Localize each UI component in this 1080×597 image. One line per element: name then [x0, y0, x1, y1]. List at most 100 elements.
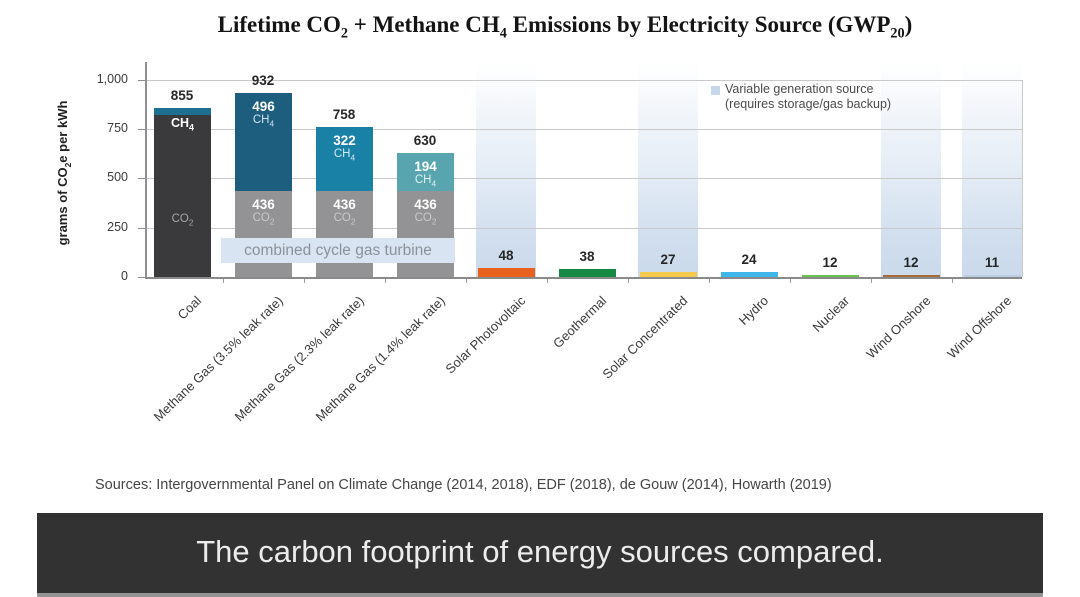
- legend-line-1: Variable generation source: [725, 82, 874, 96]
- x-tick: [465, 277, 467, 283]
- y-axis-title-sub: 2: [62, 162, 73, 168]
- x-label-methane-gas-2-3-leak-rate: Methane Gas (2.3% leak rate): [231, 293, 367, 425]
- bar-segment-coal-co2: [153, 115, 211, 277]
- total-label-geothermal: 38: [579, 249, 595, 265]
- x-tick: [222, 277, 224, 283]
- segment-label-methane-gas-2-3-leak-rate-co2: CO2: [333, 211, 356, 227]
- segment-label-methane-gas-1-4-leak-rate-co2: CO2: [414, 211, 437, 227]
- bar-wind-offshore: [963, 274, 1021, 277]
- total-label-methane-gas-3-5-leak-rate: 932: [251, 72, 275, 88]
- y-tick-label-1000: 1,000: [96, 71, 128, 86]
- legend-text: Variable generation source (requires sto…: [725, 82, 891, 112]
- bar-segment-methane-gas-3-5-leak-rate-ch4: [234, 92, 292, 191]
- caption-bottom-strip: [37, 593, 1043, 597]
- total-label-coal: 855: [170, 88, 194, 104]
- x-label-wind-offshore: Wind Offshore: [944, 293, 1015, 362]
- bar-nuclear: [801, 274, 859, 277]
- x-label-hydro: Hydro: [736, 293, 772, 328]
- segment-label-methane-gas-3-5-leak-rate-ch4: CH4: [252, 113, 275, 129]
- x-tick: [951, 277, 953, 283]
- variable-band-swatch-icon: [711, 86, 720, 95]
- chart-title-text: Emissions by Electricity Source (GWP: [506, 12, 891, 37]
- segment-label-coal-co2: CO2: [171, 213, 194, 228]
- bar-segment-methane-gas-2-3-leak-rate-ch4: [315, 127, 373, 191]
- x-axis: [145, 277, 1022, 279]
- segment-label-coal-ch4: CH4: [170, 116, 195, 133]
- y-axis-title: grams of CO2e per kWh: [55, 101, 73, 246]
- segment-value-methane-gas-1-4-leak-rate-co2: 436: [414, 196, 437, 212]
- y-tick-0: [138, 277, 145, 278]
- legend-line-2: (requires storage/gas backup): [725, 97, 892, 111]
- segment-label-methane-gas-3-5-leak-rate-co2: CO2: [252, 211, 275, 227]
- segment-value-methane-gas-3-5-leak-rate-ch4: 496: [252, 98, 275, 114]
- y-axis-title-text: e per kWh: [55, 100, 71, 163]
- gridline-750: [145, 128, 1022, 130]
- x-tick: [627, 277, 629, 283]
- x-tick: [789, 277, 791, 283]
- y-tick-750: [138, 128, 145, 130]
- chart-title-sub-gwp: 20: [890, 25, 905, 42]
- gridline-500: [145, 178, 1022, 180]
- total-label-wind-onshore: 12: [903, 254, 919, 270]
- segment-value-methane-gas-1-4-leak-rate-ch4: 194: [414, 158, 437, 174]
- total-label-hydro: 24: [741, 252, 757, 268]
- x-label-geothermal: Geothermal: [550, 293, 610, 351]
- y-axis-title-text: grams of CO: [55, 167, 71, 246]
- total-label-solar-photovoltaic: 48: [498, 247, 514, 263]
- x-label-solar-photovoltaic: Solar Photovoltaic: [442, 293, 529, 377]
- chart-title-text: Lifetime CO: [217, 12, 341, 37]
- bar-segment-methane-gas-1-4-leak-rate-ch4: [396, 152, 454, 191]
- y-tick-1000: [138, 79, 145, 81]
- combined-cycle-band: combined cycle gas turbine: [221, 238, 455, 263]
- y-tick-label-0: 0: [121, 269, 128, 283]
- gridline-250: [145, 227, 1022, 229]
- bar-wind-onshore: [882, 274, 940, 277]
- y-tick-label-250: 250: [107, 219, 128, 234]
- chart-title-text: ): [904, 12, 913, 37]
- x-label-wind-onshore: Wind Onshore: [863, 293, 934, 362]
- x-label-coal: Coal: [174, 293, 205, 323]
- total-label-methane-gas-2-3-leak-rate: 758: [332, 107, 356, 123]
- segment-value-methane-gas-2-3-leak-rate-ch4: 322: [333, 133, 356, 149]
- bar-hydro: [720, 272, 778, 277]
- bar-solar-photovoltaic: [477, 267, 535, 277]
- x-tick: [708, 277, 710, 283]
- y-axis: [145, 62, 147, 277]
- segment-value-methane-gas-3-5-leak-rate-co2: 436: [252, 196, 275, 212]
- y-tick-label-750: 750: [107, 120, 128, 135]
- legend: Variable generation source (requires sto…: [711, 82, 891, 112]
- bar-solar-concentrated: [639, 271, 697, 277]
- x-tick: [303, 277, 305, 283]
- y-tick-label-500: 500: [107, 170, 128, 185]
- x-label-methane-gas-1-4-leak-rate: Methane Gas (1.4% leak rate): [312, 293, 448, 425]
- variable-band-solar-concentrated: [638, 62, 698, 277]
- y-tick-500: [138, 178, 145, 180]
- total-label-nuclear: 12: [822, 254, 838, 270]
- total-label-solar-concentrated: 27: [660, 251, 676, 267]
- x-tick: [384, 277, 386, 283]
- x-label-nuclear: Nuclear: [809, 293, 853, 335]
- gridline-1000: [145, 79, 1022, 81]
- x-label-solar-concentrated: Solar Concentrated: [599, 293, 691, 382]
- x-label-methane-gas-3-5-leak-rate: Methane Gas (3.5% leak rate): [150, 293, 286, 425]
- x-tick: [546, 277, 548, 283]
- variable-band-wind-onshore: [881, 62, 941, 277]
- total-label-methane-gas-1-4-leak-rate: 630: [413, 132, 437, 148]
- segment-label-methane-gas-1-4-leak-rate-ch4: CH4: [414, 173, 437, 188]
- video-caption-bar: The carbon footprint of energy sources c…: [37, 513, 1043, 597]
- bar-geothermal: [558, 269, 616, 277]
- total-label-wind-offshore: 11: [984, 254, 1000, 270]
- chart-title-sub-ch4: 4: [499, 25, 507, 42]
- x-tick: [870, 277, 872, 283]
- variable-band-solar-photovoltaic: [476, 62, 536, 277]
- bar-segment-coal-ch4: [153, 108, 211, 116]
- y-tick-250: [138, 227, 145, 229]
- chart-title-sub-co2: 2: [340, 25, 349, 42]
- chart-title: Lifetime CO2 + Methane CH4 Emissions by …: [85, 12, 1045, 43]
- chart-title-text: + Methane CH: [348, 12, 500, 37]
- variable-band-wind-offshore: [962, 62, 1022, 277]
- segment-label-methane-gas-2-3-leak-rate-ch4: CH4: [333, 148, 356, 163]
- segment-value-methane-gas-2-3-leak-rate-co2: 436: [333, 196, 356, 212]
- caption-text: The carbon footprint of energy sources c…: [196, 534, 884, 569]
